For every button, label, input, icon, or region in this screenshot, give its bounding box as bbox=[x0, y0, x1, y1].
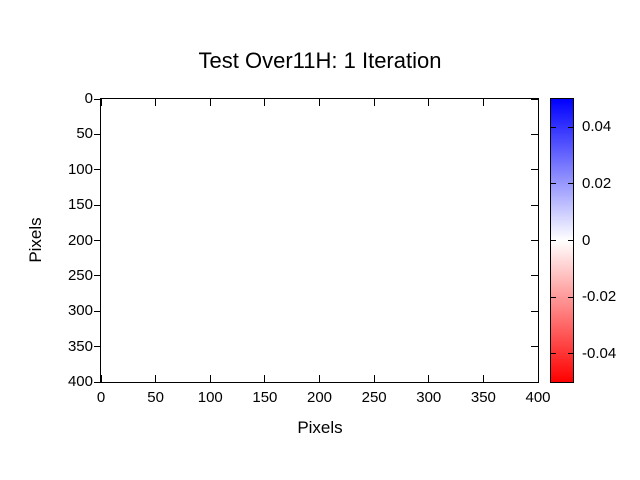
tick-mark bbox=[94, 381, 101, 383]
y-tick-label: 250 bbox=[67, 266, 93, 284]
tick-mark bbox=[531, 346, 538, 348]
y-tick-label: 100 bbox=[67, 160, 93, 178]
tick-mark bbox=[568, 353, 573, 355]
y-tick-label: 300 bbox=[67, 302, 93, 320]
tick-mark bbox=[209, 375, 211, 382]
tick-mark bbox=[551, 296, 556, 298]
tick-mark bbox=[531, 133, 538, 135]
colorbar-tick-label: -0.02 bbox=[582, 288, 617, 306]
tick-mark bbox=[155, 375, 157, 382]
tick-mark bbox=[319, 375, 320, 382]
colorbar-tick-label: -0.04 bbox=[582, 344, 617, 362]
tick-mark bbox=[94, 133, 101, 135]
x-tick-label: 200 bbox=[306, 389, 333, 406]
plot-frame bbox=[100, 98, 539, 383]
tick-mark bbox=[531, 204, 538, 206]
tick-mark bbox=[94, 346, 101, 348]
tick-mark bbox=[531, 275, 538, 277]
tick-mark bbox=[568, 126, 573, 128]
tick-mark bbox=[551, 126, 556, 128]
tick-mark bbox=[551, 183, 556, 185]
tick-mark bbox=[94, 204, 101, 206]
x-tick-label: 250 bbox=[361, 389, 387, 406]
tick-mark bbox=[551, 353, 556, 355]
tick-mark bbox=[568, 183, 573, 185]
y-tick-label: 400 bbox=[67, 373, 93, 390]
tick-mark bbox=[482, 99, 484, 106]
x-tick-label: 300 bbox=[416, 389, 442, 406]
y-tick-label: 0 bbox=[84, 90, 93, 107]
tick-mark bbox=[94, 275, 101, 277]
x-tick-label: 150 bbox=[252, 389, 278, 406]
tick-mark bbox=[531, 98, 538, 100]
tick-mark bbox=[568, 296, 573, 298]
x-tick-label: 400 bbox=[525, 389, 551, 406]
tick-mark bbox=[531, 169, 538, 171]
tick-mark bbox=[94, 240, 101, 241]
x-tick-label: 100 bbox=[197, 389, 223, 406]
tick-mark bbox=[531, 381, 538, 383]
tick-mark bbox=[482, 375, 484, 382]
tick-mark bbox=[264, 99, 266, 106]
tick-mark bbox=[537, 375, 539, 382]
colorbar-tick-label: 0.02 bbox=[582, 174, 612, 192]
tick-mark bbox=[428, 375, 430, 382]
colorbar bbox=[550, 98, 574, 383]
x-axis-label: Pixels bbox=[297, 418, 343, 437]
x-tick-label: 50 bbox=[147, 389, 164, 406]
tick-mark bbox=[100, 375, 102, 382]
tick-mark bbox=[264, 375, 266, 382]
tick-mark bbox=[155, 99, 157, 106]
y-tick-label: 200 bbox=[67, 231, 93, 249]
chart-title: Test Over11H: 1 Iteration bbox=[198, 48, 442, 73]
y-tick-label: 150 bbox=[67, 196, 93, 214]
tick-mark bbox=[319, 99, 320, 106]
tick-mark bbox=[94, 169, 101, 171]
tick-mark bbox=[537, 99, 539, 106]
tick-mark bbox=[94, 310, 101, 312]
colorbar-tick-label: 0.04 bbox=[582, 118, 612, 136]
tick-mark bbox=[428, 99, 430, 106]
tick-mark bbox=[100, 99, 102, 106]
y-tick-label: 50 bbox=[76, 125, 93, 143]
tick-mark bbox=[373, 99, 375, 106]
tick-mark bbox=[531, 240, 538, 241]
tick-mark bbox=[94, 98, 101, 100]
tick-mark bbox=[373, 375, 375, 382]
colorbar-gradient bbox=[551, 99, 573, 382]
x-tick-label: 0 bbox=[96, 389, 106, 406]
tick-mark bbox=[551, 240, 556, 241]
colorbar-tick-label: 0 bbox=[582, 231, 591, 249]
tick-mark bbox=[568, 240, 573, 241]
tick-mark bbox=[209, 99, 211, 106]
tick-mark bbox=[531, 310, 538, 312]
y-tick-label: 350 bbox=[67, 337, 93, 355]
x-tick-label: 350 bbox=[470, 389, 496, 406]
